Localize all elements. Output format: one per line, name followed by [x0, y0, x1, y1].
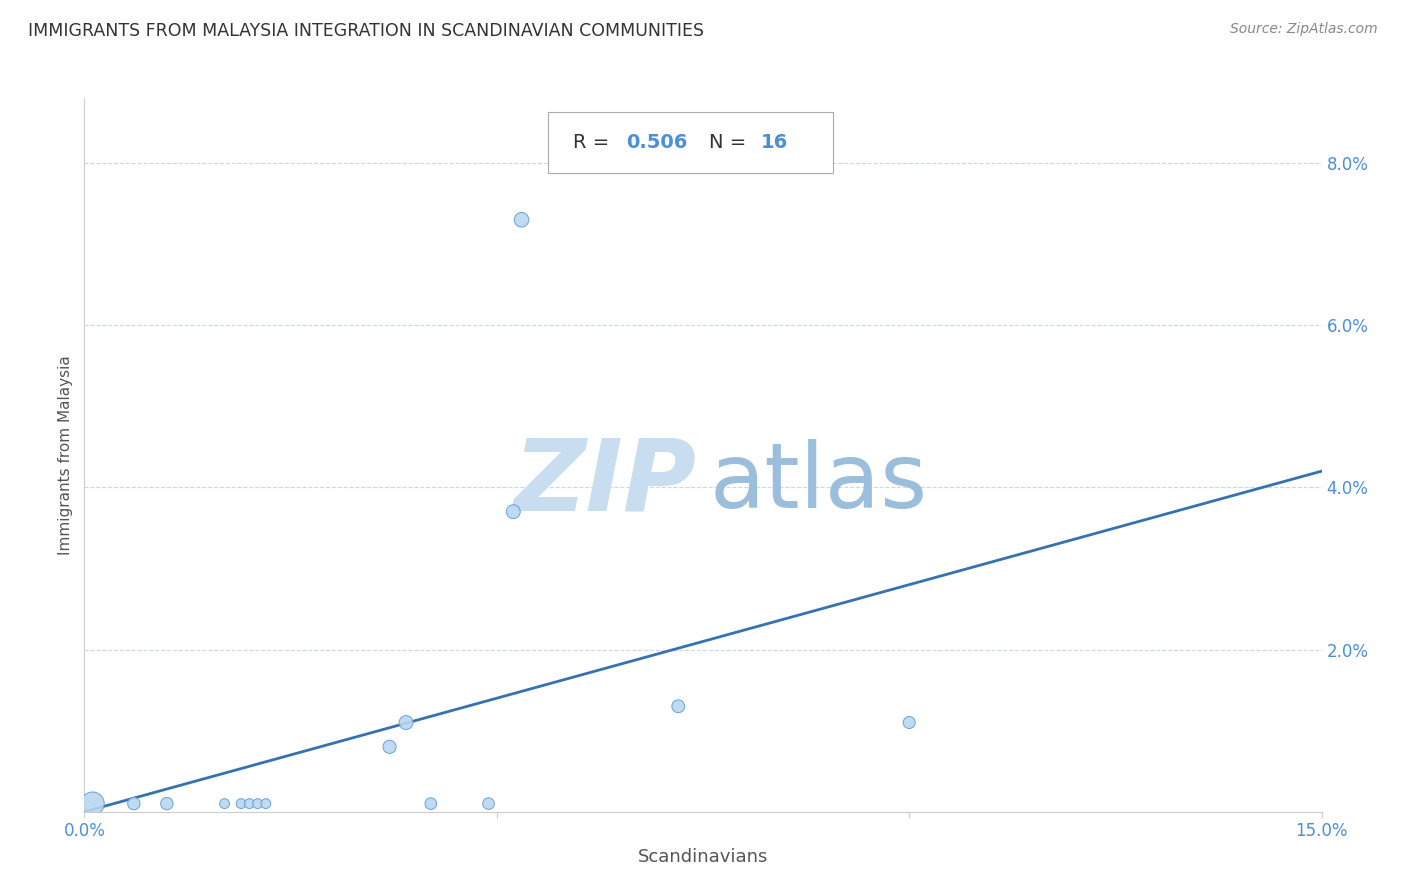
Text: IMMIGRANTS FROM MALAYSIA INTEGRATION IN SCANDINAVIAN COMMUNITIES: IMMIGRANTS FROM MALAYSIA INTEGRATION IN … — [28, 22, 704, 40]
Text: atlas: atlas — [709, 440, 928, 527]
Point — [477, 797, 499, 811]
Point — [898, 715, 921, 730]
Text: R =: R = — [574, 133, 616, 153]
Text: 16: 16 — [761, 133, 789, 153]
Point — [238, 797, 260, 811]
FancyBboxPatch shape — [548, 112, 832, 173]
Point — [229, 797, 252, 811]
Point — [156, 797, 179, 811]
Point — [254, 797, 277, 811]
Text: Source: ZipAtlas.com: Source: ZipAtlas.com — [1230, 22, 1378, 37]
Point — [502, 505, 524, 519]
Y-axis label: Immigrants from Malaysia: Immigrants from Malaysia — [58, 355, 73, 555]
Point — [510, 212, 533, 227]
X-axis label: Scandinavians: Scandinavians — [638, 848, 768, 866]
Point — [419, 797, 441, 811]
Point — [395, 715, 418, 730]
Point — [246, 797, 269, 811]
Point — [666, 699, 689, 714]
Text: N =: N = — [709, 133, 752, 153]
Point — [82, 797, 104, 811]
Point — [122, 797, 145, 811]
Text: 0.506: 0.506 — [626, 133, 688, 153]
Point — [214, 797, 236, 811]
Text: ZIP: ZIP — [513, 435, 697, 532]
Point — [378, 739, 401, 754]
